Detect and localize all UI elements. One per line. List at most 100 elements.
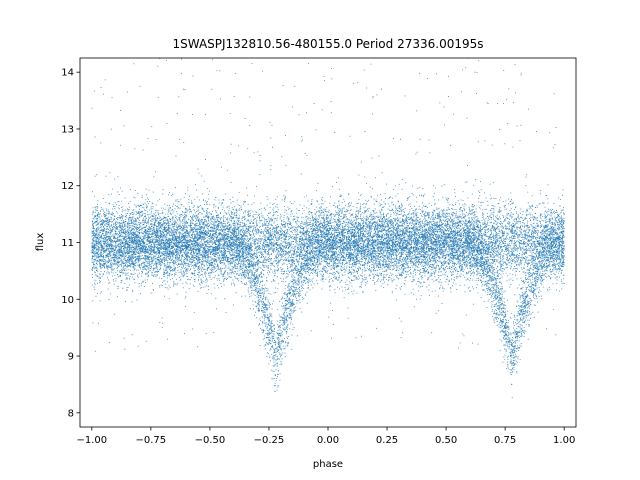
data-point (376, 272, 378, 274)
data-point (438, 221, 440, 223)
data-point (558, 258, 560, 260)
data-point (512, 363, 514, 365)
data-point (236, 274, 238, 276)
data-point (314, 272, 316, 274)
data-point (423, 247, 425, 249)
data-point (93, 237, 95, 239)
data-point (537, 233, 538, 235)
data-point (524, 297, 526, 299)
data-point (478, 242, 480, 243)
data-point (475, 261, 477, 263)
data-point (269, 355, 271, 357)
data-point (115, 255, 117, 257)
data-point (544, 227, 546, 229)
data-point (385, 203, 386, 205)
data-point (324, 255, 326, 257)
data-point (448, 237, 450, 239)
data-point (269, 202, 271, 204)
data-point (337, 232, 339, 233)
data-point (280, 277, 282, 279)
data-point (133, 238, 135, 240)
data-point (531, 287, 532, 289)
data-point (508, 226, 510, 228)
data-point (499, 242, 501, 244)
data-point (115, 226, 117, 228)
data-point (219, 245, 221, 247)
data-point (544, 239, 546, 241)
data-point (468, 231, 470, 233)
data-point (528, 274, 530, 276)
data-point (492, 298, 494, 300)
data-point (427, 271, 429, 273)
data-point (111, 218, 112, 220)
data-point (225, 241, 227, 243)
data-point (132, 209, 134, 211)
data-point (250, 242, 252, 244)
data-point (205, 229, 207, 231)
data-point (394, 240, 396, 242)
data-point (507, 346, 509, 348)
data-point (351, 224, 353, 225)
data-point (484, 267, 486, 269)
data-point (396, 255, 398, 256)
data-point (267, 226, 268, 228)
data-point (542, 248, 544, 250)
data-point (138, 231, 140, 233)
data-point (185, 269, 187, 271)
data-point (154, 220, 156, 222)
data-point (151, 126, 153, 128)
data-point (267, 300, 269, 302)
data-point (418, 260, 420, 262)
data-point (422, 251, 423, 253)
data-point (310, 261, 312, 263)
data-point (445, 223, 446, 225)
data-point (167, 221, 169, 223)
data-point (135, 210, 137, 212)
data-point (338, 272, 340, 274)
data-point (368, 245, 370, 247)
data-point (401, 273, 403, 275)
data-point (156, 257, 158, 259)
data-point (444, 249, 446, 251)
data-point (529, 305, 530, 307)
data-point (112, 213, 114, 215)
data-point (432, 244, 434, 246)
data-point (457, 223, 459, 225)
data-point (247, 262, 248, 264)
data-point (181, 242, 183, 244)
data-point (318, 215, 320, 217)
data-point (330, 111, 332, 113)
data-point (228, 268, 230, 270)
data-point (408, 242, 410, 244)
data-point (473, 229, 475, 231)
data-point (394, 233, 396, 235)
data-point (393, 228, 395, 230)
data-point (271, 253, 273, 254)
data-point (514, 315, 516, 317)
data-point (403, 219, 405, 221)
data-point (180, 248, 182, 250)
data-point (203, 204, 205, 206)
data-point (425, 246, 427, 248)
data-point (459, 244, 461, 246)
data-point (182, 233, 184, 235)
data-point (271, 254, 272, 255)
data-point (498, 253, 500, 255)
data-point (413, 241, 415, 243)
data-point (177, 267, 179, 268)
data-point (216, 225, 218, 227)
data-point (199, 232, 201, 234)
data-point (516, 232, 518, 234)
data-point (358, 256, 360, 258)
data-point (285, 316, 287, 318)
data-point (419, 251, 421, 253)
data-point (340, 258, 342, 260)
data-point (409, 243, 411, 245)
data-point (351, 279, 353, 281)
data-point (285, 237, 286, 239)
data-point (342, 211, 344, 213)
data-point (275, 218, 277, 220)
data-point (541, 243, 543, 245)
data-point (550, 250, 552, 252)
data-point (167, 238, 169, 240)
